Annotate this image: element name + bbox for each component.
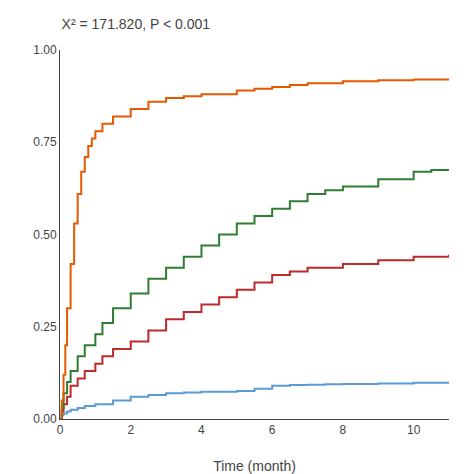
- svg-text:Time (month): Time (month): [213, 458, 296, 474]
- svg-text:2: 2: [127, 423, 134, 437]
- svg-text:0.25: 0.25: [33, 320, 57, 334]
- svg-text:6: 6: [269, 423, 276, 437]
- svg-text:1.00: 1.00: [33, 43, 57, 57]
- svg-text:8: 8: [340, 423, 347, 437]
- svg-text:4: 4: [198, 423, 205, 437]
- svg-text:0.75: 0.75: [33, 135, 57, 149]
- svg-text:0.00: 0.00: [33, 412, 57, 426]
- svg-text:X² = 171.820, P < 0.001: X² = 171.820, P < 0.001: [62, 16, 211, 32]
- svg-text:10: 10: [407, 423, 421, 437]
- svg-text:0: 0: [57, 423, 64, 437]
- svg-text:0.50: 0.50: [33, 228, 57, 242]
